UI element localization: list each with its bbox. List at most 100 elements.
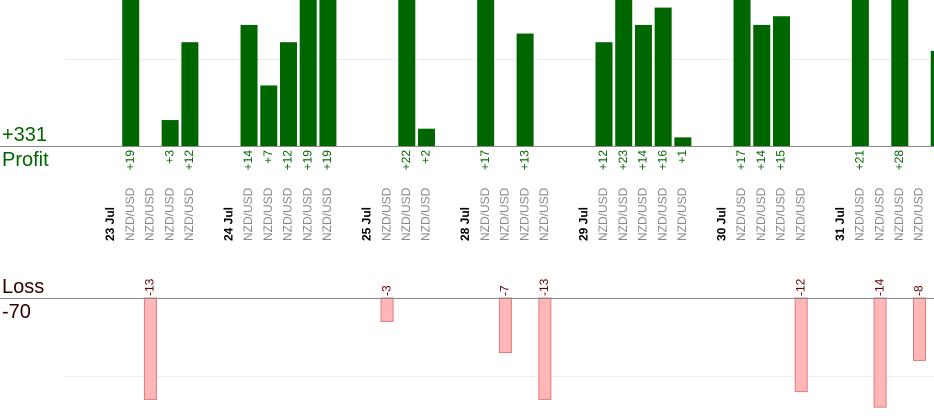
loss-bar [498, 297, 512, 354]
profit-value-label: +12 [281, 150, 295, 171]
pair-label: NZD/USD [281, 187, 295, 241]
loss-value-label: -12 [793, 278, 807, 296]
loss-total: -70 [2, 301, 31, 323]
profit-bar [772, 16, 790, 146]
profit-value-label: +11 [931, 150, 934, 170]
loss-bar [538, 297, 552, 400]
pair-label: NZD/USD [182, 187, 196, 241]
date-label: 30 Jul [714, 207, 728, 241]
date-label: 23 Jul [103, 207, 117, 241]
profit-value-label: +13 [517, 150, 531, 171]
loss-bar [380, 297, 394, 322]
profit-value-label: +14 [241, 150, 255, 171]
loss-bar [873, 297, 887, 408]
profit-value-label: +28 [892, 150, 906, 171]
pair-label: NZD/USD [793, 187, 807, 241]
profit-bar [595, 42, 613, 147]
profit-value-label: +1 [675, 150, 689, 164]
profit-bar [418, 128, 436, 146]
pair-label: NZD/USD [261, 187, 275, 241]
pair-label: NZD/USD [320, 187, 334, 241]
profit-bar [477, 0, 495, 147]
date-label: 25 Jul [360, 207, 374, 241]
pair-label: NZD/USD [734, 187, 748, 241]
pair-label: NZD/USD [655, 187, 669, 241]
pair-label: NZD/USD [162, 187, 176, 241]
profit-bar [122, 0, 140, 147]
loss-value-label: -14 [872, 278, 886, 296]
profit-bar [161, 120, 179, 146]
profit-value-label: +12 [596, 150, 610, 171]
profit-bar [891, 0, 909, 146]
loss-value-label: -7 [498, 285, 512, 296]
profit-bar [930, 50, 934, 146]
profit-value-label: +3 [162, 150, 176, 164]
profit-value-label: +14 [754, 150, 768, 171]
profit-value-label: +2 [419, 150, 433, 164]
pair-label: NZD/USD [419, 187, 433, 241]
pair-label: NZD/USD [517, 187, 531, 241]
profit-bar [615, 0, 633, 146]
pair-label: NZD/USD [931, 187, 934, 241]
profit-value-label: +19 [300, 150, 314, 171]
pair-label: NZD/USD [300, 187, 314, 241]
profit-bar [181, 42, 199, 147]
profit-total: +331 [2, 124, 48, 146]
pair-label: NZD/USD [123, 187, 137, 241]
profit-bar [240, 24, 258, 146]
profit-value-label: +23 [616, 150, 630, 171]
pair-label: NZD/USD [616, 187, 630, 241]
loss-bar [794, 297, 808, 393]
profit-value-label: +19 [320, 150, 334, 171]
loss-label: Loss [2, 276, 45, 298]
profit-bar [299, 0, 317, 147]
pair-label: NZD/USD [478, 187, 492, 241]
profit-value-label: +7 [261, 150, 275, 164]
profit-bar [851, 0, 869, 146]
pair-label: NZD/USD [912, 187, 926, 241]
profit-bar [279, 42, 297, 147]
profit-bar [634, 24, 652, 146]
pair-label: NZD/USD [241, 187, 255, 241]
date-label: 24 Jul [221, 207, 235, 241]
pair-label: NZD/USD [892, 187, 906, 241]
pair-label: NZD/USD [853, 187, 867, 241]
profit-label: Profit [2, 149, 49, 171]
loss-bar [913, 297, 927, 361]
profit-value-label: +17 [478, 150, 492, 171]
profit-bar [753, 24, 771, 146]
pair-label: NZD/USD [498, 187, 512, 241]
pair-label: NZD/USD [143, 187, 157, 241]
profit-value-label: +19 [123, 150, 137, 171]
pair-label: NZD/USD [872, 187, 886, 241]
pair-label: NZD/USD [754, 187, 768, 241]
pair-label: NZD/USD [636, 187, 650, 241]
profit-bar [674, 137, 692, 146]
profit-bar [654, 7, 672, 146]
profit-bar [319, 0, 337, 147]
pair-label: NZD/USD [675, 187, 689, 241]
pair-label: NZD/USD [596, 187, 610, 241]
profit-bar [733, 0, 751, 147]
profit-value-label: +21 [853, 150, 867, 171]
pair-label: NZD/USD [774, 187, 788, 241]
loss-value-label: -13 [537, 278, 551, 296]
pair-label: NZD/USD [399, 187, 413, 241]
loss-value-label: -8 [912, 285, 926, 296]
loss-value-label: -13 [143, 278, 157, 296]
profit-value-label: +12 [182, 150, 196, 171]
pair-label: NZD/USD [537, 187, 551, 241]
profit-value-label: +17 [734, 150, 748, 171]
profit-value-label: +16 [655, 150, 669, 171]
profit-bar [260, 85, 278, 146]
date-label: 31 Jul [833, 207, 847, 241]
profit-value-label: +22 [399, 150, 413, 171]
date-label: 28 Jul [458, 207, 472, 241]
date-label: 29 Jul [576, 207, 590, 241]
loss-bar [143, 297, 157, 400]
profit-bar [398, 0, 416, 147]
profit-value-label: +15 [774, 150, 788, 171]
profit-value-label: +14 [636, 150, 650, 171]
pair-label: NZD/USD [379, 187, 393, 241]
